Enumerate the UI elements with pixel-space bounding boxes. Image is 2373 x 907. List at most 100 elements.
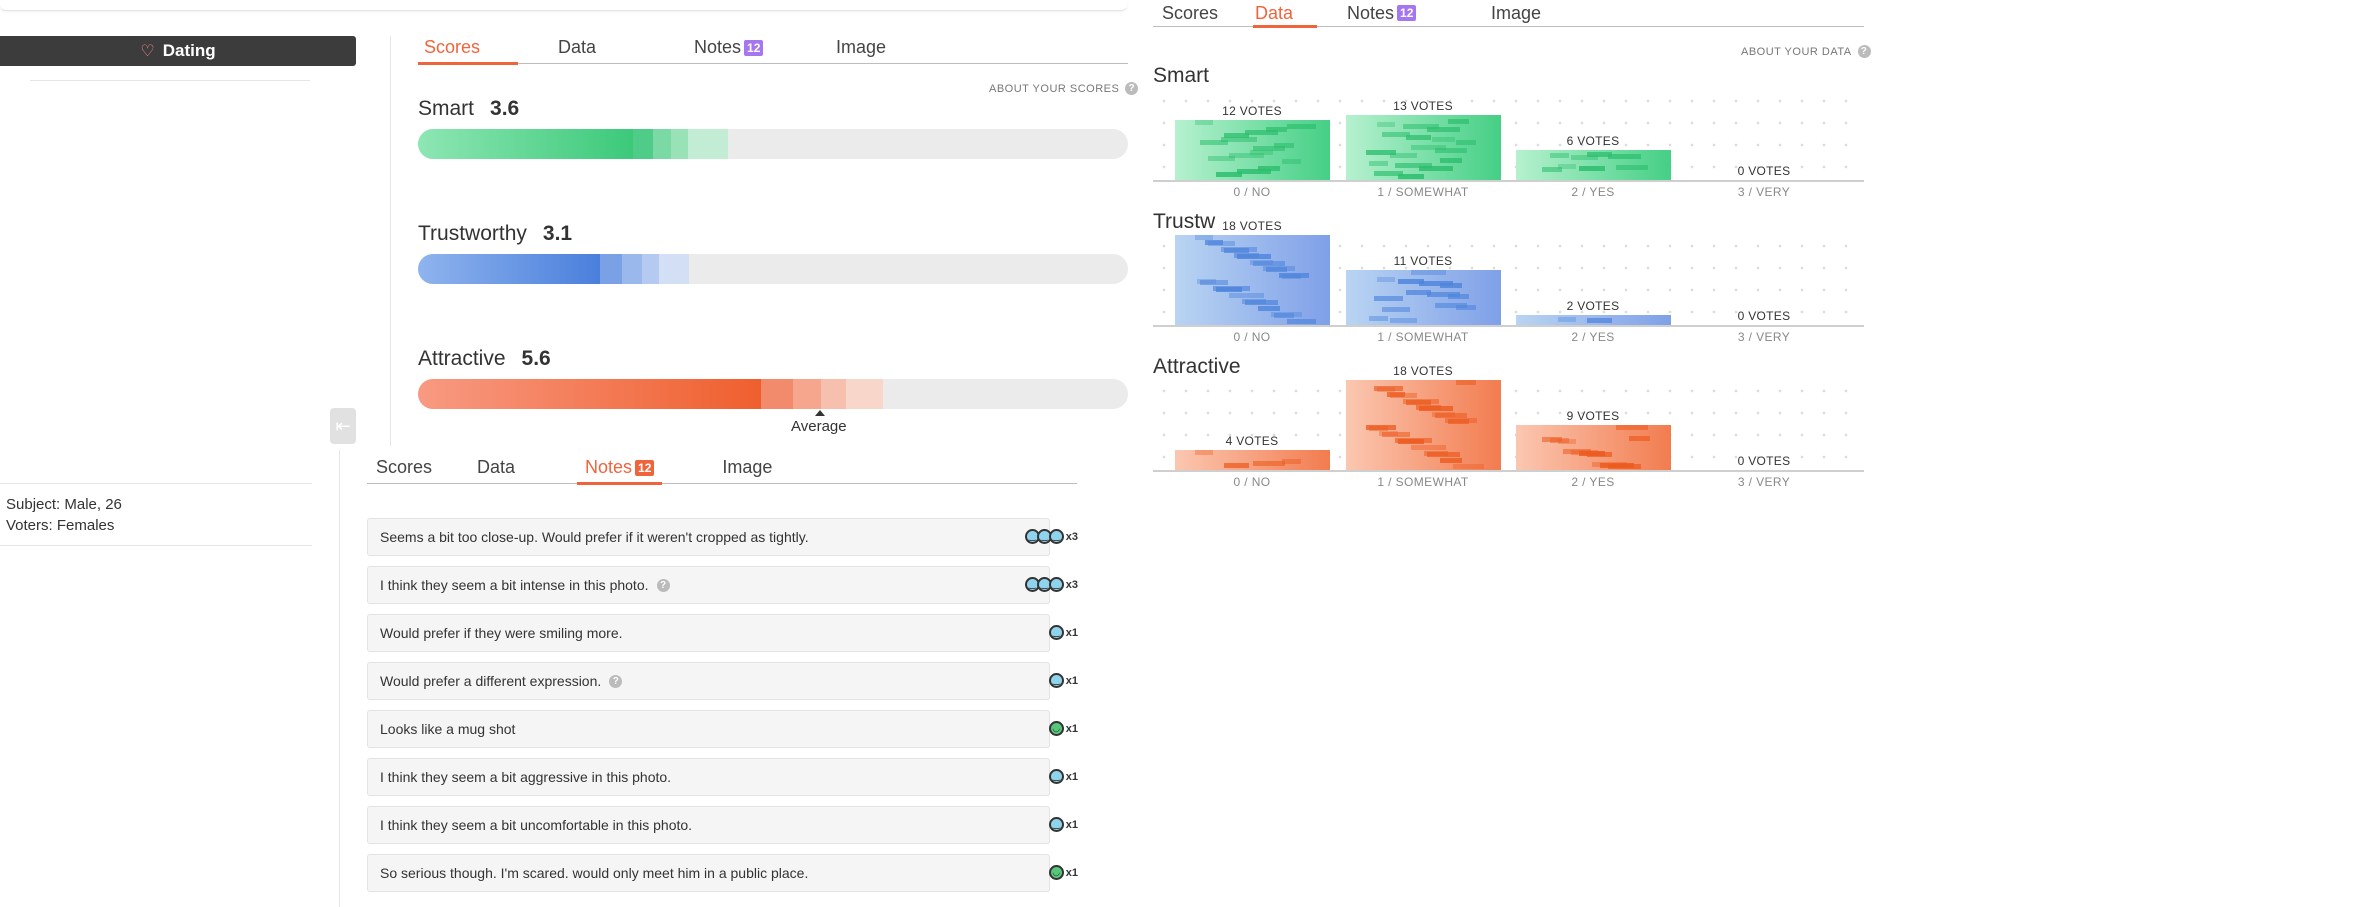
vote-stroke <box>1216 172 1242 177</box>
tab-scores[interactable]: Scores <box>376 457 433 477</box>
category-label: 0 / NO <box>1233 185 1271 199</box>
note-count: x1 <box>1065 722 1078 735</box>
meta-divider-bottom <box>0 545 312 546</box>
note-item[interactable]: Looks like a mug shot <box>367 710 1050 748</box>
vote-stroke <box>1253 261 1285 266</box>
note-item[interactable]: Seems a bit too close-up. Would prefer i… <box>367 518 1050 556</box>
tab-data[interactable]: Data <box>477 457 516 477</box>
vote-chart: 4 VOTES 0 / NO 18 VOTES 1 / SOMEWHAT 9 VOTES… <box>1153 364 1864 500</box>
category-label: 1 / SOMEWHAT <box>1377 185 1469 199</box>
note-item[interactable]: So serious though. I'm scared. would onl… <box>367 854 1050 892</box>
vote-stroke <box>1445 418 1477 423</box>
trait-label: Attractive <box>418 347 506 370</box>
note-text: Would prefer if they were smiling more. <box>380 625 623 641</box>
neutral-face-icon: ‿ <box>1048 673 1064 688</box>
vote-count-label: 13 VOTES <box>1393 99 1453 113</box>
trait-smart: Smart 3.6 <box>418 97 1128 159</box>
vote-stroke <box>1221 137 1257 142</box>
vote-stroke <box>1398 279 1424 284</box>
note-count: x1 <box>1065 626 1078 639</box>
vote-stroke <box>1234 253 1259 258</box>
vote-stroke <box>1435 303 1467 308</box>
vote-stroke <box>1229 293 1264 298</box>
vote-stroke <box>1266 127 1287 132</box>
vote-stroke <box>1456 140 1476 145</box>
tab-image[interactable]: Image <box>836 37 887 57</box>
tab-data[interactable]: Data <box>558 37 597 57</box>
vote-stroke <box>1587 318 1612 323</box>
vote-count-label: 12 VOTES <box>1222 104 1282 118</box>
note-item[interactable]: I think they seem a bit uncomfortable in… <box>367 806 1050 844</box>
note-count: x1 <box>1065 674 1078 687</box>
note-item[interactable]: I think they seem a bit intense in this … <box>367 566 1050 604</box>
vote-stroke <box>1395 163 1432 168</box>
tab-image[interactable]: Image <box>722 457 773 477</box>
meta-divider-top <box>0 483 312 484</box>
vote-stroke <box>1558 164 1576 169</box>
about-scores-link[interactable]: ABOUT YOUR SCORES? <box>989 82 1139 95</box>
vote-stroke <box>1287 319 1316 324</box>
vote-stroke <box>1440 458 1462 463</box>
vote-stroke <box>1448 119 1469 124</box>
neutral-face-icon: ‿ <box>1048 529 1064 544</box>
vote-stroke <box>1448 419 1469 424</box>
note-reactions: ‿ x1 <box>1048 625 1078 640</box>
vote-stroke <box>1250 150 1273 155</box>
collapse-button[interactable]: ⇤ <box>330 408 356 444</box>
vote-bar <box>1175 235 1330 325</box>
tab-data[interactable]: Data <box>1253 0 1317 28</box>
note-reactions: ‿ x1 <box>1048 769 1078 784</box>
question-icon[interactable]: ? <box>609 674 623 688</box>
vote-stroke <box>1550 153 1569 158</box>
vote-stroke <box>1195 235 1213 240</box>
vote-count-label: 0 VOTES <box>1737 454 1791 468</box>
dating-button[interactable]: ♡ Dating <box>0 36 356 66</box>
chart-title: Trustw <box>1153 210 1216 233</box>
about-data-link[interactable]: ABOUT YOUR DATA? <box>1741 45 1871 58</box>
neutral-face-icon: ‿ <box>1048 625 1064 640</box>
vote-stroke <box>1403 124 1439 129</box>
tab-notes[interactable]: Notes 12 <box>577 452 663 485</box>
tab-notes[interactable]: Notes 12 <box>694 32 784 63</box>
vote-stroke <box>1558 317 1576 322</box>
dating-label: Dating <box>162 41 216 60</box>
category-label: 1 / SOMEWHAT <box>1377 330 1469 344</box>
chart-title: Attractive <box>1153 355 1241 378</box>
vote-stroke <box>1282 159 1301 164</box>
tab-notes[interactable]: Notes 12 <box>1347 0 1457 26</box>
note-item[interactable]: I think they seem a bit aggressive in th… <box>367 758 1050 796</box>
tab-scores[interactable]: Scores <box>418 32 518 65</box>
note-item[interactable]: Would prefer a different expression.? <box>367 662 1050 700</box>
sidebar-divider <box>30 80 310 81</box>
vote-stroke <box>1279 273 1309 278</box>
vote-stroke <box>1377 277 1395 282</box>
vote-stroke <box>1205 240 1223 245</box>
note-text: I think they seem a bit aggressive in th… <box>380 769 672 785</box>
vote-stroke <box>1382 307 1410 312</box>
vote-stroke <box>1432 412 1455 417</box>
neutral-face-icon: ‿ <box>1048 769 1064 784</box>
vote-stroke <box>1616 425 1648 430</box>
vote-stroke <box>1403 399 1439 404</box>
panel-divider <box>390 36 391 446</box>
note-item[interactable]: Would prefer if they were smiling more. <box>367 614 1050 652</box>
tab-scores[interactable]: Scores <box>1162 2 1219 23</box>
vote-stroke <box>1253 146 1285 151</box>
vote-stroke <box>1419 281 1453 286</box>
neutral-face-icon: ‿ <box>1048 817 1064 832</box>
average-label: Average <box>791 418 847 435</box>
notes-badge: 12 <box>744 39 764 56</box>
question-icon[interactable]: ? <box>656 578 670 592</box>
vote-stroke <box>1440 158 1462 163</box>
vote-count-label: 2 VOTES <box>1566 299 1620 313</box>
note-text: I think they seem a bit uncomfortable in… <box>380 817 693 833</box>
vote-stroke <box>1456 305 1476 310</box>
tab-image[interactable]: Image <box>1491 2 1542 23</box>
vote-stroke <box>1440 283 1462 288</box>
score-bar <box>418 129 1128 159</box>
vote-bar <box>1175 120 1330 180</box>
vote-stroke <box>1274 313 1294 318</box>
vote-stroke <box>1448 294 1469 299</box>
chart-title: Smart <box>1153 64 1210 87</box>
note-text: Seems a bit too close-up. Would prefer i… <box>380 529 809 545</box>
